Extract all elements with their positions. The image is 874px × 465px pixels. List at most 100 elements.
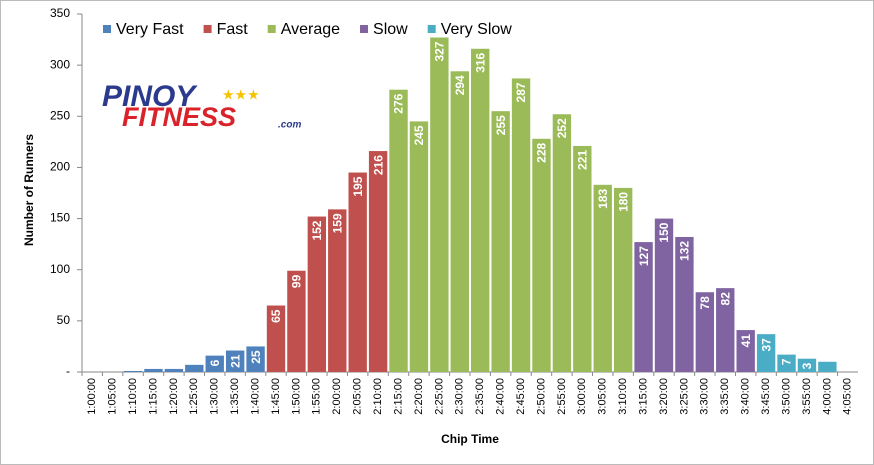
x-tick-label: 1:40:00 [249,378,261,415]
bar [675,236,694,372]
legend-label: Average [281,21,340,38]
bar [430,37,449,372]
value-label: 82 [718,292,732,306]
x-tick-label: 3:25:00 [678,378,690,415]
legend-label: Very Slow [441,21,513,38]
bar [185,364,204,372]
y-tick-label: 50 [57,313,71,327]
legend-label: Slow [373,21,408,38]
y-tick-label: 150 [50,211,70,225]
value-label: 221 [575,150,589,170]
x-tick-label: 1:30:00 [209,378,221,415]
bar [409,121,429,373]
bar [368,151,388,372]
logo-line1: PINOY [102,80,198,113]
legend-swatch [427,25,436,33]
y-tick-label: 250 [50,108,70,122]
value-label: 150 [657,222,671,242]
value-label: 327 [433,41,447,61]
x-tick-label: 3:00:00 [576,378,588,415]
value-label: 78 [698,296,712,310]
bar [205,355,224,372]
value-label: 183 [596,189,610,209]
value-label: 37 [759,338,773,352]
bar [246,346,265,372]
value-label: 127 [637,246,651,266]
bar [164,368,184,372]
bar [552,114,572,373]
bar [756,334,776,372]
x-tick-label: 3:40:00 [740,378,752,415]
y-axis-title: Number of Runners [22,134,36,246]
value-label: 316 [473,52,487,72]
x-tick-label: 2:40:00 [495,378,507,415]
x-tick-label: 1:10:00 [127,378,139,415]
value-label: 228 [535,142,549,162]
y-tick-label: 200 [50,160,70,174]
x-tick-label: 1:15:00 [147,378,159,415]
x-tick-label: 3:55:00 [801,378,813,415]
y-tick-label: 100 [50,262,70,276]
value-label: 159 [330,213,344,233]
x-tick-label: 2:05:00 [352,378,364,415]
x-tick-label: 3:20:00 [658,378,670,415]
bar [818,361,837,372]
value-label: 294 [453,75,467,95]
value-label: 216 [371,155,385,175]
x-tick-label: 1:50:00 [290,378,302,415]
value-label: 99 [290,274,304,288]
x-tick-label: 3:45:00 [760,378,772,415]
x-tick-label: 2:35:00 [474,378,486,415]
x-tick-label: 2:15:00 [392,378,404,415]
value-label: 132 [678,241,692,261]
x-tick-label: 3:35:00 [719,378,731,415]
legend-label: Fast [217,21,249,38]
bar [654,218,674,372]
legend-label: Very Fast [116,21,184,38]
bar [573,145,592,372]
x-tick-label: 1:05:00 [107,378,119,415]
value-label: 41 [739,334,753,348]
bar [450,71,469,372]
value-label: 65 [269,309,283,323]
value-label: 21 [228,354,242,368]
value-label: 195 [351,176,365,196]
y-tick-label: - [66,364,70,378]
value-label: 6 [208,359,222,366]
x-tick-label: 3:05:00 [597,378,609,415]
bar [389,89,408,372]
x-axis-title: Chip Time [441,432,499,446]
value-label: 3 [800,362,814,369]
bar [348,172,367,372]
bar [613,187,633,372]
value-label: 180 [616,192,630,212]
value-label: 255 [494,115,508,135]
x-tick-label: 3:50:00 [780,378,792,415]
x-tick-label: 2:25:00 [433,378,445,415]
bar [491,111,510,373]
x-tick-label: 2:45:00 [515,378,527,415]
x-tick-label: 4:05:00 [842,378,854,415]
bar [593,184,612,372]
logo: PINOY ★★★ FITNESS .com [102,80,301,132]
x-tick-label: 1:25:00 [188,378,200,415]
x-tick-label: 1:00:00 [86,378,98,415]
legend-swatch [103,25,111,33]
bar [511,78,531,372]
bar [716,288,735,372]
x-tick-label: 2:55:00 [556,378,568,415]
legend-swatch [360,25,369,33]
logo-stars: ★★★ [222,87,260,103]
bar [777,354,796,372]
legend-swatch [267,25,276,33]
x-tick-label: 1:45:00 [270,378,282,415]
bar [695,292,715,372]
value-label: 152 [310,220,324,240]
x-tick-label: 4:00:00 [821,378,833,415]
bar [736,330,755,372]
x-tick-label: 3:30:00 [699,378,711,415]
bar [225,350,245,372]
x-tick-label: 2:00:00 [331,378,343,415]
bar [532,138,551,372]
